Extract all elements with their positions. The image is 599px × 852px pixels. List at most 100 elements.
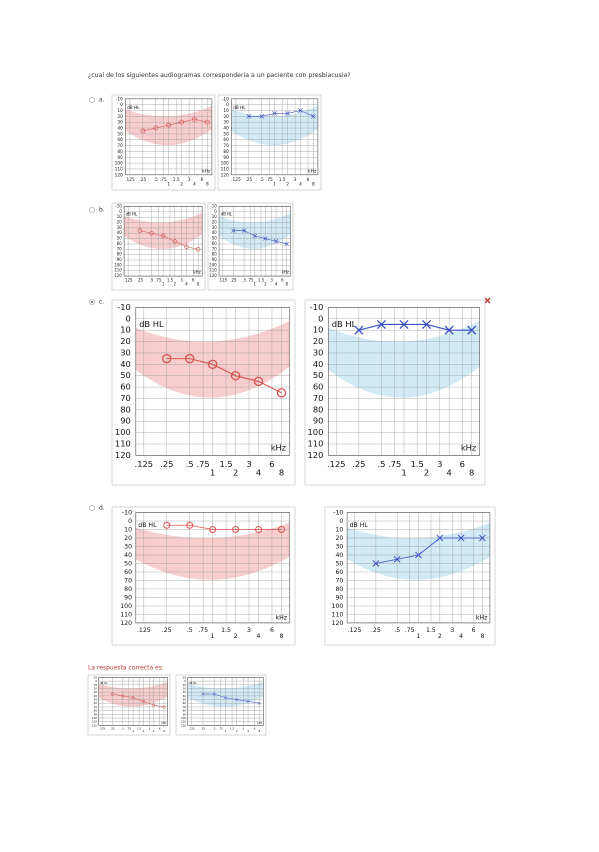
- left-ear-marker: [246, 114, 252, 119]
- right-ear-marker: [172, 239, 178, 244]
- y-tick-label: 110: [332, 611, 344, 618]
- x-tick-label: 1: [401, 467, 406, 477]
- x-tick-label: .5: [122, 726, 125, 730]
- y-tick-label: 40: [313, 359, 324, 369]
- x-tick-label: 1: [211, 633, 215, 640]
- y-axis-label: dB HL: [139, 319, 164, 329]
- y-axis-label: dB HL: [350, 522, 369, 529]
- y-tick-label: 30: [94, 690, 98, 694]
- left-ear-marker: [393, 555, 401, 563]
- x-tick-label: .125: [189, 726, 195, 730]
- x-tick-label: .25: [371, 627, 381, 634]
- left-ear-marker: [257, 701, 261, 705]
- y-tick-label: 30: [183, 690, 187, 694]
- left-ear-marker: [444, 325, 454, 335]
- y-tick-label: -10: [117, 302, 131, 312]
- y-tick-label: 80: [212, 252, 217, 257]
- x-tick-label: .25: [162, 627, 172, 634]
- y-tick-label: 100: [115, 161, 123, 167]
- right-ear-marker: [162, 705, 166, 709]
- x-tick-label: .125: [135, 459, 154, 469]
- y-tick-label: 70: [313, 393, 324, 403]
- left-ear-marker: [212, 692, 216, 696]
- radio-button[interactable]: [89, 97, 95, 103]
- right-ear-marker: [204, 119, 210, 125]
- y-tick-label: 120: [308, 450, 324, 460]
- x-tick-label: 2: [180, 181, 183, 187]
- x-tick-label: 1: [225, 729, 227, 733]
- y-tick-label: 30: [212, 225, 217, 230]
- left-ear-marker: [457, 534, 465, 542]
- x-tick-label: 8: [163, 729, 165, 733]
- plot-frame: [328, 307, 480, 456]
- x-tick-label: 6: [307, 177, 310, 183]
- y-tick-label: 110: [114, 268, 122, 273]
- y-tick-label: 70: [94, 705, 98, 709]
- y-tick-label: 30: [117, 225, 122, 230]
- x-tick-label: 2: [236, 729, 238, 733]
- x-tick-label: .5: [187, 627, 193, 634]
- y-tick-label: 100: [308, 427, 324, 437]
- hearing-line: [112, 693, 164, 708]
- x-tick-label: .75: [266, 177, 273, 183]
- y-tick-label: 10: [117, 108, 123, 114]
- y-tick-label: 100: [114, 262, 122, 267]
- x-tick-label: 4: [256, 467, 261, 477]
- y-tick-label: 10: [94, 683, 98, 687]
- right-ear-marker: [160, 233, 166, 239]
- hearing-line: [248, 110, 314, 117]
- right-ear-marker: [184, 353, 195, 364]
- x-tick-label: .125: [137, 627, 151, 634]
- y-tick-label: 20: [212, 220, 217, 225]
- y-tick-label: 30: [117, 120, 123, 126]
- x-tick-label: .125: [218, 277, 227, 282]
- y-axis-label: dB HL: [332, 319, 357, 329]
- x-tick-label: 8: [480, 633, 484, 640]
- y-tick-label: 110: [209, 268, 217, 273]
- y-tick-label: 20: [313, 336, 324, 346]
- right-ear-marker: [153, 125, 159, 131]
- x-tick-label: 8: [197, 281, 200, 286]
- hearing-line: [358, 323, 472, 331]
- y-tick-label: 100: [92, 716, 97, 720]
- plot-frame: [218, 206, 291, 277]
- y-axis-label: dB HL: [189, 681, 197, 685]
- y-tick-label: 120: [221, 172, 229, 178]
- radio-button[interactable]: [89, 207, 95, 213]
- x-unit-label: kHz: [161, 721, 167, 725]
- right-ear-marker: [186, 521, 194, 529]
- y-tick-label: 70: [335, 577, 343, 584]
- y-tick-label: 90: [183, 712, 187, 716]
- left-ear-marker: [467, 325, 477, 335]
- y-tick-label: 10: [183, 683, 187, 687]
- left-ear-marker: [241, 228, 247, 233]
- y-tick-label: 90: [223, 155, 229, 161]
- x-tick-label: 1.5: [230, 726, 235, 730]
- y-tick-label: 40: [94, 694, 98, 698]
- y-tick-label: 20: [94, 686, 98, 690]
- x-tick-label: 2: [174, 281, 177, 286]
- y-tick-label: 80: [94, 709, 98, 713]
- y-tick-label: 80: [223, 149, 229, 155]
- radio-button[interactable]: [89, 505, 95, 511]
- y-tick-label: 10: [313, 325, 324, 335]
- x-tick-label: 4: [153, 729, 155, 733]
- y-tick-label: 100: [115, 427, 131, 437]
- y-tick-label: 40: [120, 359, 131, 369]
- right-ear-marker: [121, 694, 125, 698]
- right-ear-marker: [162, 353, 172, 364]
- y-tick-label: 80: [183, 709, 187, 713]
- x-tick-label: 3: [188, 177, 191, 183]
- y-tick-label: 30: [223, 120, 229, 126]
- x-tick-label: 4: [193, 181, 196, 187]
- y-tick-label: 90: [313, 416, 324, 426]
- right-ear-marker: [140, 128, 146, 134]
- x-tick-label: 1.5: [219, 459, 232, 469]
- y-tick-label: 60: [120, 382, 131, 392]
- x-tick-label: 1.5: [137, 726, 142, 730]
- x-tick-label: 3: [243, 726, 245, 730]
- x-tick-label: 2: [438, 633, 442, 640]
- x-tick-label: 1: [254, 281, 257, 286]
- x-tick-label: .5: [377, 459, 385, 469]
